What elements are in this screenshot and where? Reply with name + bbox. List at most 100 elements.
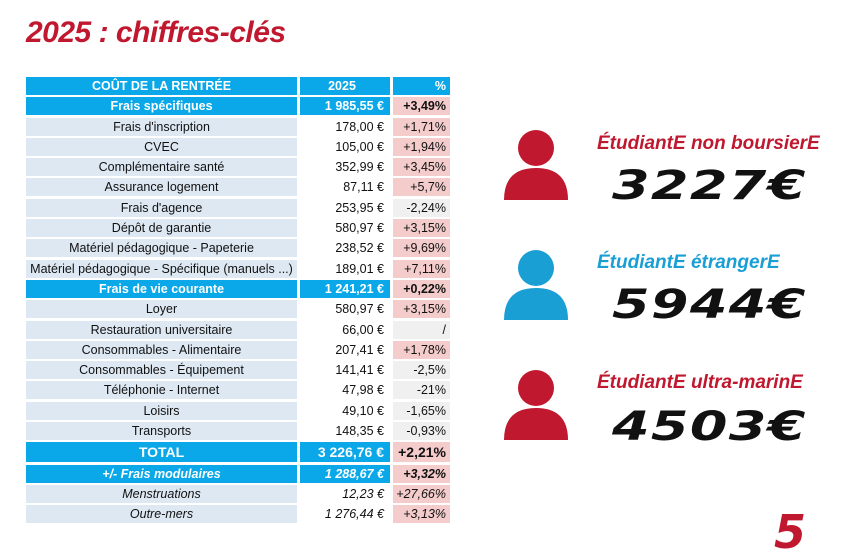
row-percent: +3,45%: [393, 158, 450, 177]
person-icon: [500, 248, 572, 320]
row-value: 1 241,21 €: [300, 279, 390, 298]
row-value: 2025: [300, 77, 390, 95]
row-percent: +7,11%: [393, 259, 450, 278]
table-row-item: Consommables - Équipement 141,41 € -2,5%: [26, 361, 450, 380]
row-label: Frais spécifiques: [26, 97, 297, 116]
row-label: Loyer: [26, 300, 297, 319]
table-row-item: Assurance logement 87,11 € +5,7%: [26, 178, 450, 197]
row-label: Complémentaire santé: [26, 158, 297, 177]
table-row-item: Matériel pédagogique - Papeterie 238,52 €…: [26, 239, 450, 258]
table-row-item: Complémentaire santé 352,99 € +3,45%: [26, 158, 450, 177]
row-value: 580,97 €: [300, 300, 390, 319]
row-label: Frais d'inscription: [26, 117, 297, 136]
row-percent: -2,24%: [393, 198, 450, 217]
row-percent: +0,22%: [393, 279, 450, 298]
table-row-head: COÛT DE LA RENTRÉE 2025%: [26, 77, 450, 95]
row-value: 1 985,55 €: [300, 97, 390, 116]
row-label: Outre-mers: [26, 505, 297, 524]
row-percent: %: [393, 77, 450, 95]
row-label: Frais de vie courante: [26, 279, 297, 298]
row-percent: +2,21%: [393, 442, 450, 463]
row-value: 238,52 €: [300, 239, 390, 258]
row-label: Consommables - Alimentaire: [26, 340, 297, 359]
row-label: Consommables - Équipement: [26, 361, 297, 380]
logo: 5: [774, 505, 807, 559]
row-percent: -21%: [393, 381, 450, 400]
row-value: 253,95 €: [300, 198, 390, 217]
row-label: Restauration universitaire: [26, 320, 297, 339]
cost-table: COÛT DE LA RENTRÉE 2025% Frais spécifiques…: [26, 77, 450, 526]
row-label: +/- Frais modulaires: [26, 464, 297, 483]
profile-amount: 4503€: [612, 404, 807, 450]
row-label: Matériel pédagogique - Papeterie: [26, 239, 297, 258]
row-value: 141,41 €: [300, 361, 390, 380]
profile-amount: 3227€: [612, 163, 807, 209]
row-percent: -2,5%: [393, 361, 450, 380]
row-label: COÛT DE LA RENTRÉE: [26, 77, 297, 95]
table-row-item: Restauration universitaire 66,00 € /: [26, 320, 450, 339]
row-percent: -0,93%: [393, 422, 450, 441]
row-percent: +3,15%: [393, 300, 450, 319]
table-row-item: Loisirs 49,10 € -1,65%: [26, 401, 450, 420]
person-icon: [500, 368, 572, 440]
row-value: 105,00 €: [300, 137, 390, 156]
table-row-section: Frais spécifiques 1 985,55 € +3,49%: [26, 97, 450, 116]
table-row-item: Matériel pédagogique - Spécifique (manue…: [26, 259, 450, 278]
person-icon: [500, 128, 572, 200]
row-percent: +3,15%: [393, 219, 450, 238]
profile-label: ÉtudiantE ultra-marinE: [597, 372, 803, 393]
table-row-item: Frais d'inscription 178,00 € +1,71%: [26, 117, 450, 136]
table-row-moditem: Outre-mers 1 276,44 € +3,13%: [26, 505, 450, 524]
row-label: Transports: [26, 422, 297, 441]
table-row-moditem: Menstruations 12,23 € +27,66%: [26, 484, 450, 503]
row-value: 66,00 €: [300, 320, 390, 339]
table-row-item: Loyer 580,97 € +3,15%: [26, 300, 450, 319]
row-percent: +3,32%: [393, 464, 450, 483]
row-value: 47,98 €: [300, 381, 390, 400]
row-percent: +27,66%: [393, 484, 450, 503]
row-label: Frais d'agence: [26, 198, 297, 217]
row-label: CVEC: [26, 137, 297, 156]
row-percent: +3,49%: [393, 97, 450, 116]
row-value: 1 276,44 €: [300, 505, 390, 524]
row-value: 3 226,76 €: [300, 442, 390, 463]
row-value: 12,23 €: [300, 484, 390, 503]
profile-label: ÉtudiantE étrangerE: [597, 252, 780, 273]
row-value: 148,35 €: [300, 422, 390, 441]
row-value: 580,97 €: [300, 219, 390, 238]
table-row-total: TOTAL 3 226,76 € +2,21%: [26, 442, 450, 463]
row-percent: +3,13%: [393, 505, 450, 524]
row-label: Matériel pédagogique - Spécifique (manue…: [26, 259, 297, 278]
row-value: 178,00 €: [300, 117, 390, 136]
row-percent: +9,69%: [393, 239, 450, 258]
row-label: Loisirs: [26, 401, 297, 420]
table-row-item: Téléphonie - Internet 47,98 € -21%: [26, 381, 450, 400]
row-percent: +1,78%: [393, 340, 450, 359]
row-value: 207,41 €: [300, 340, 390, 359]
row-label: TOTAL: [26, 442, 297, 463]
row-percent: +1,71%: [393, 117, 450, 136]
row-value: 49,10 €: [300, 401, 390, 420]
row-value: 352,99 €: [300, 158, 390, 177]
row-label: Dépôt de garantie: [26, 219, 297, 238]
table-row-item: Consommables - Alimentaire 207,41 € +1,78%: [26, 340, 450, 359]
row-label: Menstruations: [26, 484, 297, 503]
table-row-section: Frais de vie courante 1 241,21 € +0,22%: [26, 279, 450, 298]
row-percent: /: [393, 320, 450, 339]
row-percent: +5,7%: [393, 178, 450, 197]
row-percent: +1,94%: [393, 137, 450, 156]
page-title: 2025 : chiffres-clés: [26, 16, 286, 49]
profile-label: ÉtudiantE non boursierE: [597, 133, 820, 154]
table-row-item: CVEC 105,00 € +1,94%: [26, 137, 450, 156]
row-value: 189,01 €: [300, 259, 390, 278]
row-percent: -1,65%: [393, 401, 450, 420]
table-row-item: Transports 148,35 € -0,93%: [26, 422, 450, 441]
row-label: Assurance logement: [26, 178, 297, 197]
row-value: 87,11 €: [300, 178, 390, 197]
row-label: Téléphonie - Internet: [26, 381, 297, 400]
table-row-item: Frais d'agence 253,95 € -2,24%: [26, 198, 450, 217]
table-row-modsec: +/- Frais modulaires 1 288,67 € +3,32%: [26, 464, 450, 483]
profile-amount: 5944€: [612, 282, 807, 328]
row-value: 1 288,67 €: [300, 464, 390, 483]
table-row-item: Dépôt de garantie 580,97 € +3,15%: [26, 219, 450, 238]
